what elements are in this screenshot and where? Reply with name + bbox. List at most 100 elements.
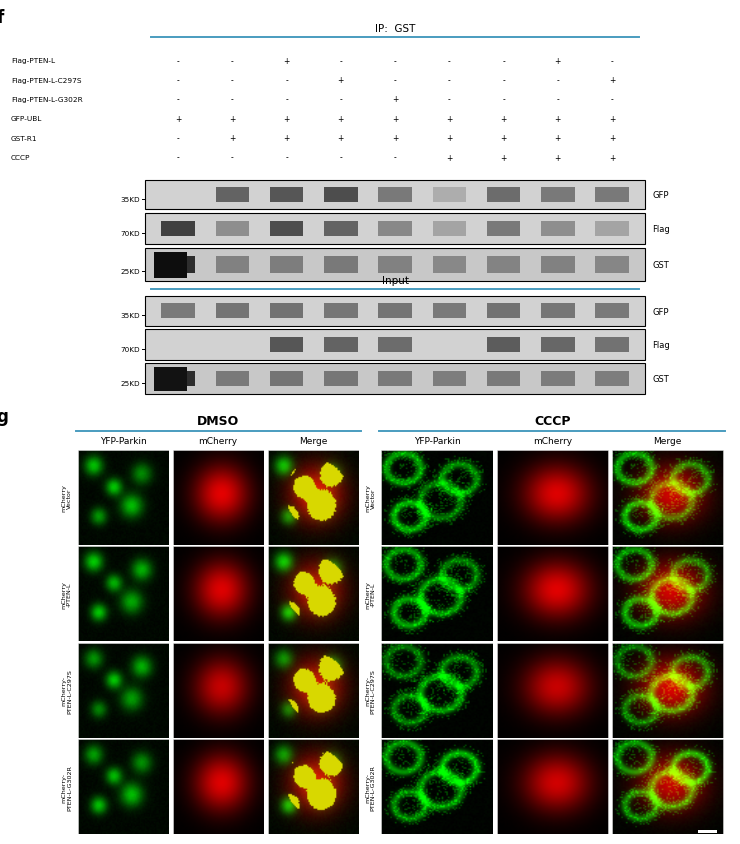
FancyBboxPatch shape bbox=[161, 304, 195, 319]
FancyBboxPatch shape bbox=[595, 188, 629, 203]
Text: -: - bbox=[286, 95, 288, 105]
Text: +: + bbox=[500, 115, 507, 124]
Text: CCCP: CCCP bbox=[11, 155, 30, 161]
Text: Flag-PTEN-L: Flag-PTEN-L bbox=[11, 58, 56, 64]
FancyBboxPatch shape bbox=[324, 371, 357, 387]
Text: Merge: Merge bbox=[299, 436, 327, 446]
FancyBboxPatch shape bbox=[270, 338, 303, 353]
Text: -: - bbox=[231, 76, 234, 85]
FancyBboxPatch shape bbox=[595, 221, 629, 237]
Text: +: + bbox=[337, 134, 344, 143]
Text: +: + bbox=[609, 134, 615, 143]
Text: -: - bbox=[177, 57, 180, 66]
Text: GFP-UBL: GFP-UBL bbox=[11, 116, 42, 122]
Text: +: + bbox=[283, 115, 290, 124]
Text: IP:  GST: IP: GST bbox=[375, 24, 415, 34]
FancyBboxPatch shape bbox=[324, 304, 357, 319]
FancyBboxPatch shape bbox=[215, 257, 249, 273]
FancyBboxPatch shape bbox=[378, 338, 412, 353]
Text: 35KD: 35KD bbox=[121, 197, 141, 203]
Text: GST: GST bbox=[652, 375, 669, 383]
Text: +: + bbox=[337, 76, 344, 85]
Text: mCherry-
PTEN-L-C297S: mCherry- PTEN-L-C297S bbox=[365, 668, 376, 713]
Text: -: - bbox=[340, 154, 343, 162]
Text: mCherry: mCherry bbox=[533, 436, 572, 446]
FancyBboxPatch shape bbox=[161, 257, 195, 273]
Text: GST-R1: GST-R1 bbox=[11, 136, 38, 142]
Text: +: + bbox=[609, 76, 615, 85]
Text: +: + bbox=[609, 115, 615, 124]
FancyBboxPatch shape bbox=[378, 371, 412, 387]
Text: +: + bbox=[392, 95, 398, 105]
Text: +: + bbox=[229, 134, 235, 143]
FancyBboxPatch shape bbox=[433, 221, 466, 237]
Text: GST: GST bbox=[652, 261, 669, 270]
FancyBboxPatch shape bbox=[595, 304, 629, 319]
FancyBboxPatch shape bbox=[145, 296, 645, 327]
FancyBboxPatch shape bbox=[541, 304, 575, 319]
Text: +: + bbox=[283, 57, 290, 66]
FancyBboxPatch shape bbox=[595, 257, 629, 273]
Text: +: + bbox=[609, 154, 615, 162]
FancyBboxPatch shape bbox=[541, 371, 575, 387]
FancyBboxPatch shape bbox=[270, 371, 303, 387]
Text: +: + bbox=[175, 115, 181, 124]
Text: g: g bbox=[0, 408, 9, 425]
Text: +: + bbox=[555, 134, 561, 143]
FancyBboxPatch shape bbox=[145, 214, 645, 245]
Text: Input: Input bbox=[382, 276, 408, 286]
FancyBboxPatch shape bbox=[324, 338, 357, 353]
FancyBboxPatch shape bbox=[145, 249, 645, 282]
FancyBboxPatch shape bbox=[145, 364, 645, 394]
Text: -: - bbox=[231, 95, 234, 105]
Text: -: - bbox=[556, 95, 559, 105]
Text: +: + bbox=[337, 115, 344, 124]
FancyBboxPatch shape bbox=[145, 181, 645, 210]
FancyBboxPatch shape bbox=[541, 338, 575, 353]
Text: mCherry-
PTEN-L-C297S: mCherry- PTEN-L-C297S bbox=[61, 668, 72, 713]
Text: Merge: Merge bbox=[653, 436, 682, 446]
FancyBboxPatch shape bbox=[270, 257, 303, 273]
Text: +: + bbox=[500, 134, 507, 143]
Text: CCCP: CCCP bbox=[534, 414, 571, 428]
Text: mCherry
Vector: mCherry Vector bbox=[61, 484, 72, 511]
FancyBboxPatch shape bbox=[324, 188, 357, 203]
FancyBboxPatch shape bbox=[487, 221, 520, 237]
Text: -: - bbox=[286, 154, 288, 162]
Text: -: - bbox=[394, 57, 397, 66]
FancyBboxPatch shape bbox=[433, 257, 466, 273]
FancyBboxPatch shape bbox=[155, 252, 187, 279]
Text: GFP: GFP bbox=[652, 191, 669, 200]
FancyBboxPatch shape bbox=[378, 188, 412, 203]
FancyBboxPatch shape bbox=[378, 257, 412, 273]
Text: 70KD: 70KD bbox=[121, 347, 141, 353]
FancyBboxPatch shape bbox=[378, 221, 412, 237]
Text: Flag-PTEN-L-G302R: Flag-PTEN-L-G302R bbox=[11, 97, 83, 103]
Text: +: + bbox=[229, 115, 235, 124]
FancyBboxPatch shape bbox=[698, 830, 717, 834]
FancyBboxPatch shape bbox=[161, 221, 195, 237]
FancyBboxPatch shape bbox=[270, 188, 303, 203]
Text: +: + bbox=[446, 134, 453, 143]
FancyBboxPatch shape bbox=[324, 257, 357, 273]
Text: -: - bbox=[177, 95, 180, 105]
Text: -: - bbox=[231, 154, 234, 162]
FancyBboxPatch shape bbox=[487, 304, 520, 319]
FancyBboxPatch shape bbox=[324, 221, 357, 237]
FancyBboxPatch shape bbox=[270, 304, 303, 319]
FancyBboxPatch shape bbox=[270, 221, 303, 237]
Text: mCherry: mCherry bbox=[198, 436, 238, 446]
FancyBboxPatch shape bbox=[433, 371, 466, 387]
Text: mCherry-
PTEN-L-G302R: mCherry- PTEN-L-G302R bbox=[365, 764, 376, 809]
Text: -: - bbox=[610, 95, 613, 105]
FancyBboxPatch shape bbox=[487, 371, 520, 387]
FancyBboxPatch shape bbox=[215, 188, 249, 203]
FancyBboxPatch shape bbox=[541, 221, 575, 237]
Text: 25KD: 25KD bbox=[121, 381, 141, 387]
FancyBboxPatch shape bbox=[541, 257, 575, 273]
Text: DMSO: DMSO bbox=[197, 414, 239, 428]
Text: -: - bbox=[556, 76, 559, 85]
Text: Flag-PTEN-L-C297S: Flag-PTEN-L-C297S bbox=[11, 78, 81, 84]
FancyBboxPatch shape bbox=[541, 188, 575, 203]
Text: +: + bbox=[555, 57, 561, 66]
